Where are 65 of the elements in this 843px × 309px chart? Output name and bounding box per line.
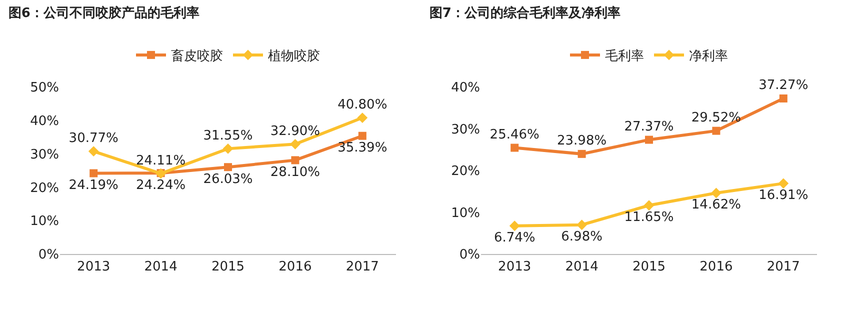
- point: [576, 220, 587, 230]
- x-tick-label: 2017: [346, 260, 379, 275]
- data-label: 25.46%: [490, 128, 540, 143]
- point: [644, 200, 654, 211]
- chart-title: 图6：公司不同咬胶产品的毛利率: [8, 4, 200, 21]
- data-label: 24.19%: [68, 178, 118, 193]
- y-tick-label: 20%: [30, 180, 59, 196]
- y-tick-label: 10%: [30, 214, 59, 230]
- point: [578, 150, 586, 158]
- point: [358, 132, 366, 140]
- x-tick-label: 2016: [700, 260, 733, 275]
- data-label: 23.98%: [557, 134, 607, 149]
- x-tick-label: 2014: [565, 260, 598, 275]
- data-label: 16.91%: [758, 188, 808, 204]
- y-tick-label: 0%: [459, 248, 480, 263]
- point: [88, 146, 99, 156]
- y-tick-label: 30%: [30, 147, 59, 162]
- y-tick-label: 0%: [38, 248, 59, 263]
- point: [291, 156, 300, 164]
- x-tick-label: 2015: [211, 260, 245, 275]
- data-label: 29.52%: [691, 110, 741, 126]
- y-tick-label: 20%: [451, 164, 480, 180]
- data-label: 14.62%: [691, 198, 741, 213]
- data-label: 28.10%: [270, 164, 320, 180]
- y-tick-label: 10%: [451, 206, 480, 221]
- point: [778, 178, 789, 189]
- x-tick-label: 2014: [144, 260, 178, 275]
- legend-label: 畜皮咬胶: [171, 48, 223, 64]
- y-tick-label: 40%: [30, 114, 59, 130]
- data-label: 24.11%: [136, 153, 186, 168]
- data-label: 40.80%: [338, 98, 388, 113]
- legend-label: 植物咬胶: [268, 49, 320, 64]
- data-label: 27.37%: [624, 120, 674, 135]
- data-label: 35.39%: [338, 140, 388, 156]
- point: [510, 144, 519, 152]
- y-tick-label: 30%: [451, 122, 480, 138]
- data-label: 6.98%: [561, 230, 602, 245]
- data-label: 30.77%: [68, 131, 118, 146]
- y-tick-label: 50%: [30, 80, 59, 96]
- data-label: 26.03%: [203, 172, 253, 187]
- y-tick-label: 40%: [451, 80, 480, 96]
- x-tick-label: 2017: [766, 260, 800, 275]
- point: [90, 169, 98, 178]
- point: [711, 188, 722, 198]
- legend-label: 净利率: [689, 48, 728, 64]
- x-tick-label: 2013: [77, 260, 110, 275]
- data-label: 11.65%: [624, 210, 674, 226]
- point: [357, 112, 368, 123]
- point: [224, 163, 232, 172]
- point: [779, 94, 788, 102]
- chart-title: 图7：公司的综合毛利率及净利率: [429, 4, 620, 21]
- x-tick-label: 2015: [632, 260, 666, 275]
- point: [712, 126, 720, 135]
- x-tick-label: 2013: [498, 260, 532, 275]
- point: [290, 138, 300, 150]
- data-label: 32.90%: [270, 124, 320, 139]
- data-label: 37.27%: [758, 78, 808, 94]
- point: [222, 143, 234, 154]
- data-label: 24.24%: [136, 178, 186, 193]
- point: [509, 220, 520, 232]
- legend-label: 毛利率: [605, 48, 644, 64]
- x-tick-label: 2016: [278, 260, 312, 275]
- data-label: 6.74%: [494, 230, 536, 246]
- data-label: 31.55%: [203, 128, 253, 144]
- point: [645, 136, 653, 144]
